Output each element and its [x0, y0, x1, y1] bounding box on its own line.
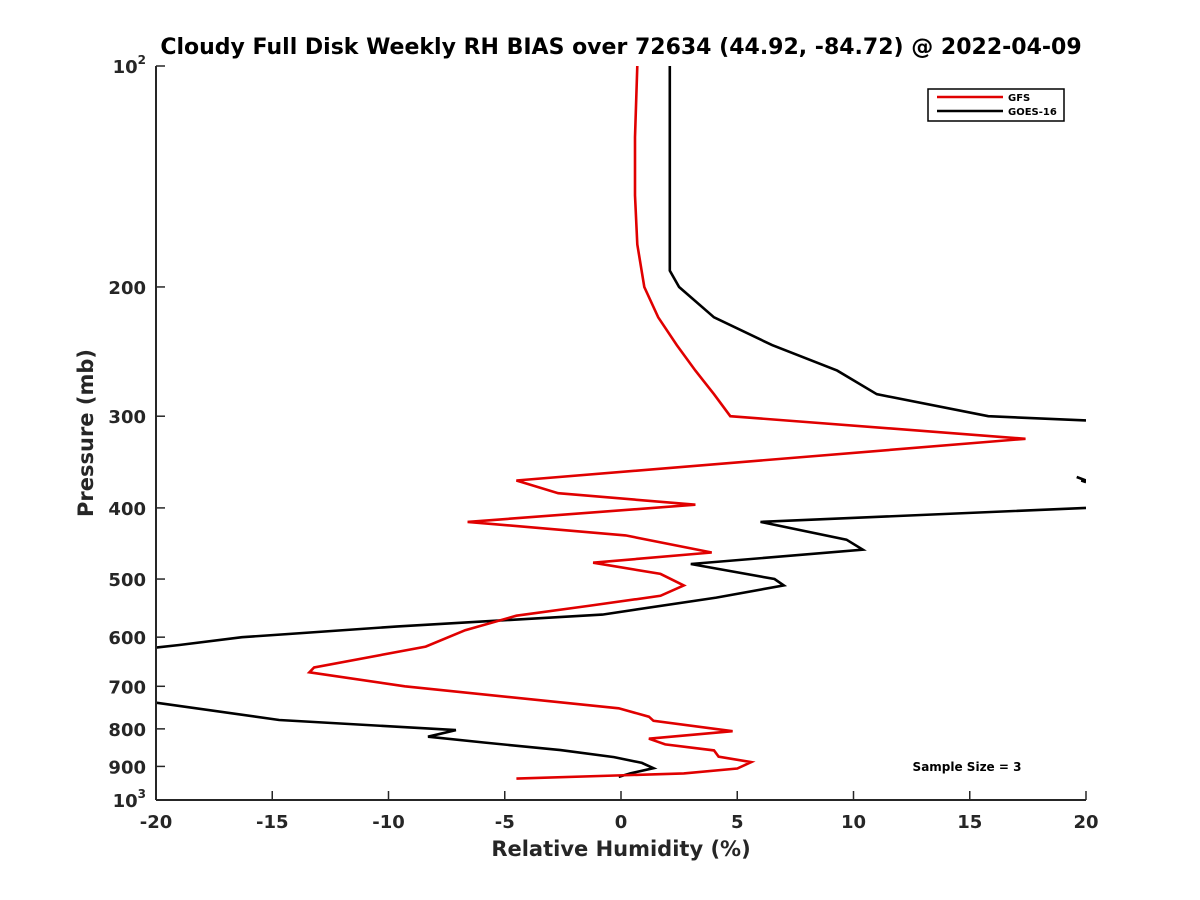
legend-label-goes16: GOES-16 [1008, 107, 1057, 118]
sample-size-annotation: Sample Size = 3 [913, 760, 1022, 774]
x-tick-label: -20 [140, 812, 173, 833]
y-tick-label: 800 [108, 720, 146, 741]
x-tick-label: -5 [495, 812, 515, 833]
x-tick-label: 20 [1073, 812, 1098, 833]
goes16-series-line [1076, 475, 1086, 484]
y-tick-label: 200 [108, 278, 146, 299]
y-tick-label: 700 [108, 677, 146, 698]
legend: GFS GOES-16 [927, 88, 1065, 122]
y-ticks: 102 200 300 400 500 600 700 800 900 103 [108, 53, 165, 812]
y-tick-label: 300 [108, 407, 146, 428]
y-tick-label: 102 [113, 53, 146, 78]
x-tick-label: 15 [957, 812, 982, 833]
goes16-series-line [156, 701, 658, 779]
y-tick-label: 500 [108, 570, 146, 591]
goes16-series-line [156, 506, 1086, 649]
gfs-series-line [306, 65, 1026, 780]
x-tick-label: 0 [615, 812, 628, 833]
series-layer [156, 65, 1086, 780]
x-tick-label: -10 [372, 812, 405, 833]
chart-title: Cloudy Full Disk Weekly RH BIAS over 726… [160, 35, 1081, 60]
y-tick-label: 400 [108, 499, 146, 520]
x-tick-label: -15 [256, 812, 289, 833]
y-tick-label: 600 [108, 628, 146, 649]
x-tick-label: 5 [731, 812, 744, 833]
x-tick-label: 10 [841, 812, 866, 833]
x-ticks: -20 -15 -10 -5 0 5 10 15 20 [140, 791, 1099, 833]
legend-box [927, 88, 1065, 122]
y-tick-label: 900 [108, 757, 146, 778]
goes16-series-line [668, 66, 1086, 422]
y-axis-label: Pressure (mb) [74, 349, 98, 517]
legend-label-gfs: GFS [1008, 93, 1030, 104]
y-tick-label: 103 [113, 787, 146, 812]
x-axis-label: Relative Humidity (%) [491, 837, 750, 861]
